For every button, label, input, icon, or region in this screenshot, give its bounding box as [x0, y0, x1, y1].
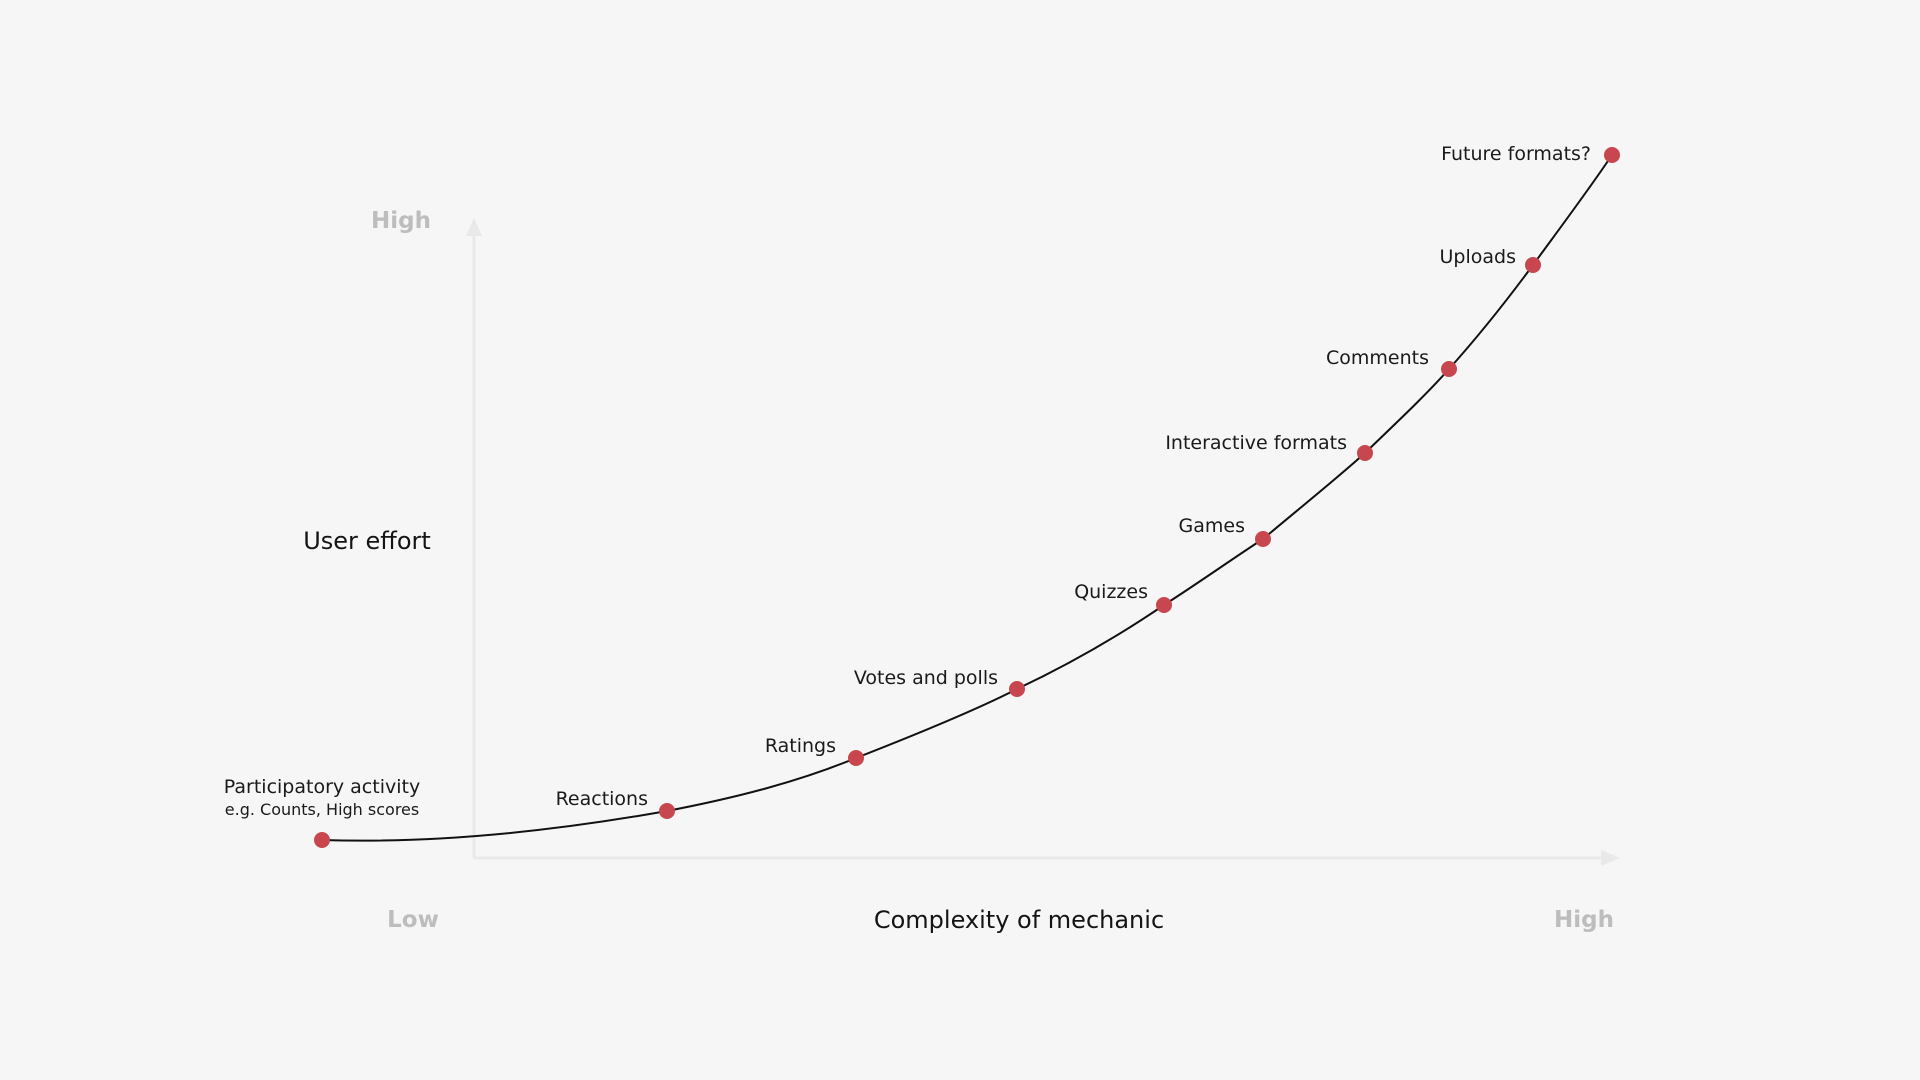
- y-axis-high-label: High: [371, 208, 431, 234]
- data-point-marker: [659, 803, 675, 819]
- point-label: Games: [1179, 515, 1245, 537]
- point-label: Interactive formats: [1165, 432, 1347, 454]
- data-point-marker: [1255, 531, 1271, 547]
- point-label: Participatory activity: [224, 776, 420, 798]
- point-label: Quizzes: [1074, 581, 1148, 603]
- point-sublabel: e.g. Counts, High scores: [225, 800, 419, 819]
- point-label: Reactions: [556, 788, 648, 810]
- point-votes-and-polls: Votes and polls: [854, 667, 1025, 697]
- point-label: Comments: [1326, 347, 1429, 369]
- point-games: Games: [1179, 515, 1271, 547]
- point-label: Future formats?: [1441, 143, 1591, 165]
- point-label: Uploads: [1440, 246, 1516, 268]
- data-point-marker: [1009, 681, 1025, 697]
- x-axis-high-label: High: [1554, 907, 1614, 933]
- point-interactive-formats: Interactive formats: [1165, 432, 1373, 461]
- data-point-marker: [1441, 361, 1457, 377]
- x-axis-low-label: Low: [387, 907, 439, 933]
- point-participatory-activity: Participatory activity e.g. Counts, High…: [224, 776, 420, 848]
- point-uploads: Uploads: [1440, 246, 1541, 273]
- data-point-marker: [1156, 597, 1172, 613]
- data-point-marker: [1604, 147, 1620, 163]
- data-point-marker: [1525, 257, 1541, 273]
- data-point-marker: [314, 832, 330, 848]
- y-axis-title: User effort: [303, 527, 431, 555]
- point-ratings: Ratings: [765, 735, 864, 766]
- data-point-marker: [848, 750, 864, 766]
- point-quizzes: Quizzes: [1074, 581, 1172, 613]
- effort-curve: [321, 154, 1613, 842]
- x-axis-arrowhead: [1601, 850, 1620, 866]
- point-comments: Comments: [1326, 347, 1457, 377]
- x-axis-title: Complexity of mechanic: [874, 906, 1164, 934]
- point-label: Votes and polls: [854, 667, 998, 689]
- point-reactions: Reactions: [556, 788, 675, 819]
- point-label: Ratings: [765, 735, 836, 757]
- y-axis-arrowhead: [466, 218, 482, 236]
- point-future-formats: Future formats?: [1441, 143, 1620, 165]
- data-point-marker: [1357, 445, 1373, 461]
